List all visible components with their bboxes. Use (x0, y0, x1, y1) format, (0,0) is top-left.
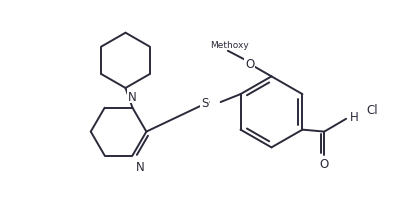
Text: S: S (201, 96, 209, 109)
Text: O: O (245, 58, 254, 71)
Text: H: H (350, 111, 358, 124)
Text: N: N (135, 161, 144, 174)
Text: Methoxy: Methoxy (211, 41, 249, 50)
Text: Cl: Cl (367, 104, 378, 117)
Text: N: N (128, 90, 137, 103)
Text: O: O (320, 157, 329, 170)
